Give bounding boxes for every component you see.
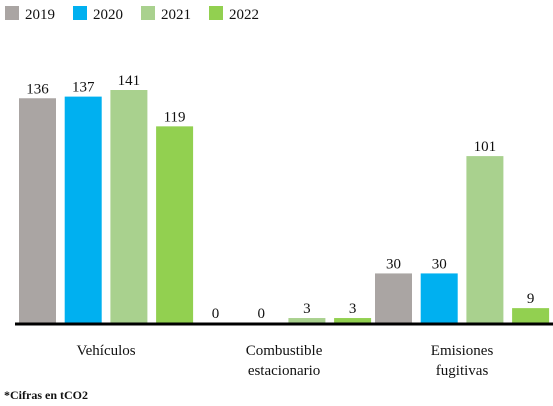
legend-label: 2022 <box>229 7 259 23</box>
bar <box>288 318 326 323</box>
data-label: 0 <box>212 306 220 322</box>
bar <box>512 308 550 323</box>
legend-swatch <box>5 6 19 20</box>
data-label: 30 <box>432 256 447 272</box>
legend-label: 2019 <box>25 7 55 23</box>
bar <box>64 96 102 324</box>
legend-swatch <box>209 6 223 20</box>
data-label: 30 <box>386 256 401 272</box>
bar <box>466 156 504 323</box>
category-label: Emisiones fugitivas <box>430 343 494 379</box>
bar <box>110 90 148 323</box>
legend-swatch <box>73 6 87 20</box>
footnote: *Cifras en tCO2 <box>4 388 88 402</box>
data-label: 3 <box>303 301 311 317</box>
data-label: 0 <box>257 306 265 322</box>
bar <box>156 126 194 323</box>
data-label: 9 <box>527 291 535 307</box>
category-label: Vehículos <box>76 343 136 359</box>
data-label: 141 <box>118 73 141 89</box>
data-label: 119 <box>164 109 186 125</box>
bar <box>375 273 412 323</box>
data-label: 136 <box>26 81 49 97</box>
data-label: 3 <box>349 301 357 317</box>
category-label: Combustible estacionario <box>245 343 323 379</box>
data-label: 137 <box>72 80 95 96</box>
bar <box>334 318 372 323</box>
legend-label: 2021 <box>161 7 191 23</box>
legend-label: 2020 <box>93 7 123 23</box>
bar <box>420 273 458 323</box>
data-label: 101 <box>474 139 497 155</box>
legend-swatch <box>141 6 155 20</box>
bar <box>19 98 56 323</box>
